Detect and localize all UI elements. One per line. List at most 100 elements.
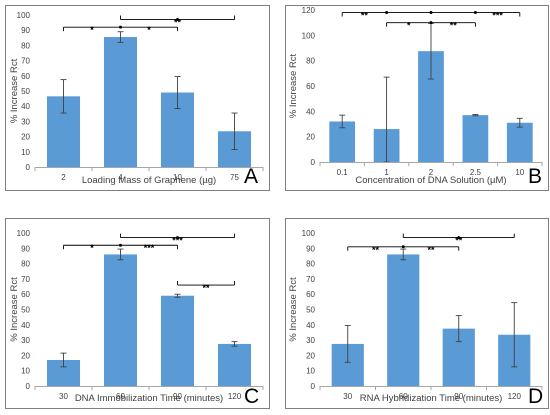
panel-letter: A (244, 165, 258, 188)
y-tick-label: 20 (21, 133, 30, 142)
y-tick-label: 0 (311, 158, 316, 167)
y-tick-label: 0 (311, 382, 316, 391)
significance-node (176, 18, 179, 22)
significance-node (473, 11, 477, 15)
panel-letter: D (528, 385, 543, 408)
panel-letter: C (244, 385, 259, 408)
x-tick-label: 30 (343, 392, 352, 401)
y-tick-label: 0 (26, 163, 31, 172)
bar (217, 343, 252, 386)
y-tick-label: 80 (306, 57, 315, 66)
y-tick-label: 90 (21, 26, 30, 35)
x-tick-label: 120 (508, 392, 522, 401)
significance-label: * (407, 21, 411, 31)
y-tick-label: 80 (306, 260, 315, 269)
y-tick-label: 0 (26, 382, 31, 391)
significance-node (176, 236, 179, 240)
x-axis-title: Loading Mass of Graphene (µg) (82, 175, 216, 186)
bar (462, 115, 489, 162)
significance-label: * (90, 25, 94, 35)
x-tick-label: 120 (228, 392, 242, 401)
panel-letter: B (528, 165, 542, 188)
y-tick-label: 90 (21, 244, 30, 253)
y-axis-title: % Increase Rct (9, 277, 20, 342)
y-tick-label: 80 (21, 260, 30, 269)
y-tick-label: 30 (21, 336, 30, 345)
y-tick-label: 120 (302, 6, 316, 15)
y-tick-label: 10 (306, 367, 315, 376)
significance-node (429, 21, 433, 25)
y-tick-label: 20 (306, 133, 315, 142)
bar (160, 295, 195, 386)
x-tick-label: 0.1 (337, 168, 349, 177)
significance-label: *** (172, 236, 183, 246)
bar (103, 37, 138, 167)
y-tick-label: 40 (21, 321, 30, 330)
y-tick-label: 90 (306, 244, 315, 253)
y-axis-title: % Increase Rct (288, 277, 299, 342)
x-tick-label: 2.5 (470, 168, 482, 177)
significance-label: *** (144, 243, 155, 253)
bar (506, 122, 533, 162)
significance-label: ** (455, 236, 463, 246)
significance-label: ** (372, 245, 380, 255)
y-tick-label: 70 (21, 57, 30, 66)
significance-node (401, 245, 405, 249)
x-tick-label: 2 (61, 173, 66, 182)
significance-node (385, 11, 389, 15)
y-tick-label: 100 (302, 229, 316, 238)
y-tick-label: 50 (21, 306, 30, 315)
y-tick-label: 10 (21, 148, 30, 157)
y-tick-label: 80 (21, 41, 30, 50)
panel-d: 0 10 20 30 40 50 60 70 80 90 100 30 60 90 120 ** ** ** RNA… (285, 218, 549, 409)
y-tick-label: 40 (21, 102, 30, 111)
x-axis-title: DNA Immobilization Time (minutes) (75, 393, 223, 404)
significance-node (119, 243, 122, 247)
x-tick-label: 4 (118, 173, 123, 182)
y-tick-label: 60 (21, 72, 30, 81)
y-tick-label: 20 (306, 351, 315, 360)
y-tick-label: 70 (306, 275, 315, 284)
y-tick-label: 30 (21, 117, 30, 126)
significance-label: ** (427, 245, 435, 255)
significance-label: ** (361, 11, 369, 21)
bar (387, 254, 420, 386)
y-tick-label: 100 (17, 11, 31, 20)
y-axis-title: % Increase Rct (9, 58, 20, 123)
y-tick-label: 100 (302, 31, 316, 40)
y-tick-label: 60 (21, 290, 30, 299)
x-tick-label: 60 (116, 392, 125, 401)
x-tick-label: 75 (230, 173, 239, 182)
x-tick-label: 90 (454, 392, 463, 401)
significance-label: ** (202, 283, 210, 293)
y-tick-label: 50 (306, 306, 315, 315)
y-tick-label: 10 (21, 367, 30, 376)
x-tick-label: 60 (399, 392, 408, 401)
significance-label: * (90, 243, 94, 253)
x-axis-title: Concentration of DNA Solution (µM) (355, 175, 506, 186)
y-tick-label: 60 (306, 82, 315, 91)
y-tick-label: 40 (306, 107, 315, 116)
significance-label: ** (174, 18, 182, 28)
y-tick-label: 50 (21, 87, 30, 96)
y-tick-label: 100 (17, 229, 31, 238)
significance-node (457, 236, 461, 240)
significance-label: * (147, 25, 151, 35)
y-tick-label: 30 (306, 336, 315, 345)
x-tick-label: 2 (429, 168, 434, 177)
x-tick-label: 30 (59, 392, 68, 401)
x-tick-label: 10 (515, 168, 524, 177)
x-tick-label: 10 (173, 173, 182, 182)
y-tick-label: 20 (21, 351, 30, 360)
y-tick-label: 60 (306, 290, 315, 299)
x-tick-label: 1 (384, 168, 389, 177)
significance-label: ** (450, 21, 458, 31)
significance-label: *** (492, 11, 503, 21)
x-tick-label: 90 (173, 392, 182, 401)
y-axis-title: % Increase Rct (288, 53, 299, 118)
y-tick-label: 40 (306, 321, 315, 330)
